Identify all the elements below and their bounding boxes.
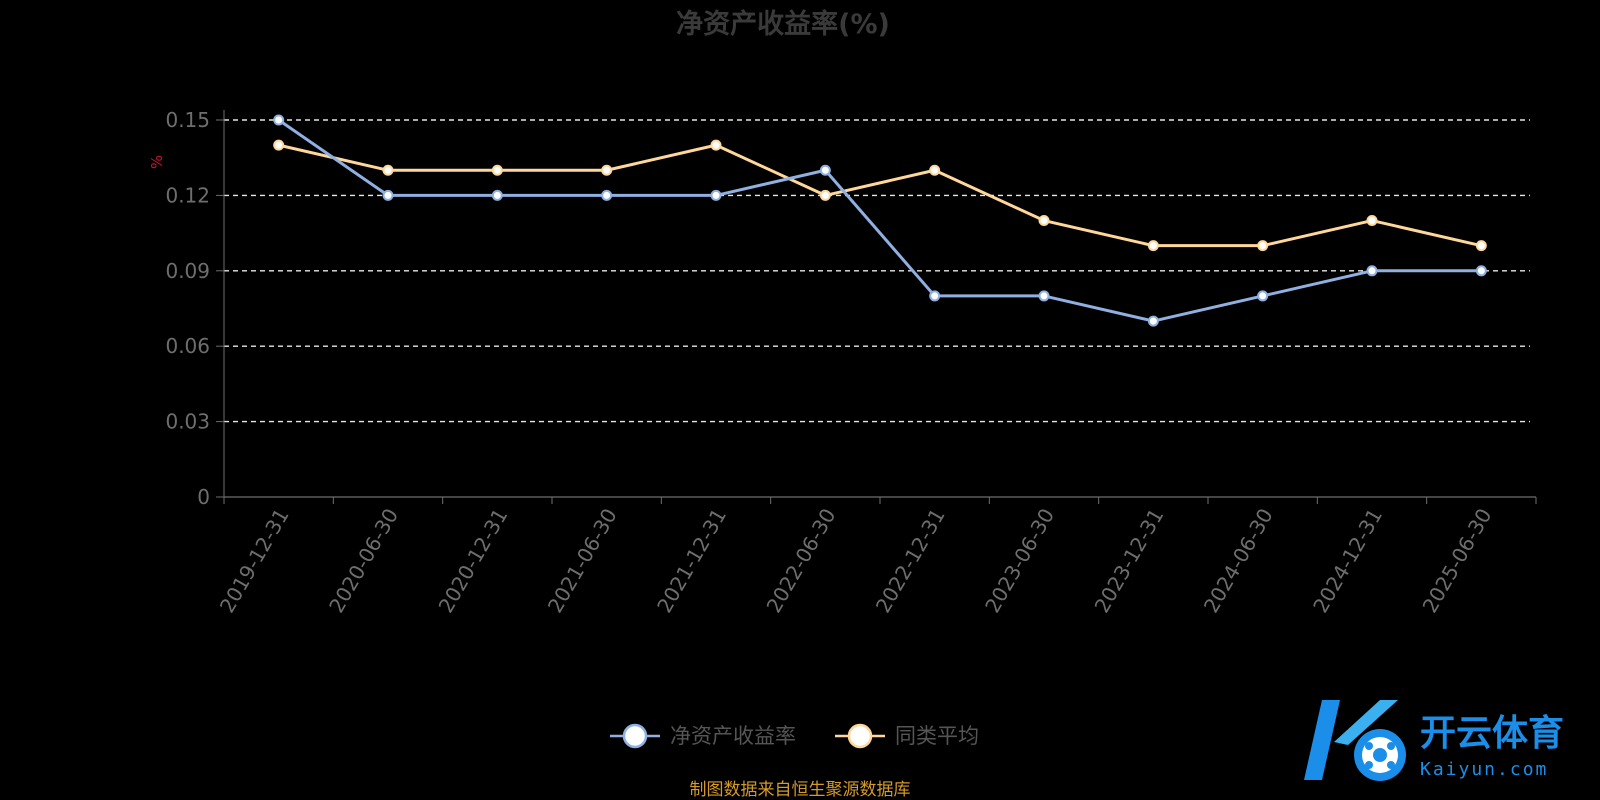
data-point[interactable] [1366, 265, 1378, 277]
x-tick-label: 2023-12-31 [1090, 504, 1169, 617]
data-point[interactable] [819, 164, 831, 176]
data-point[interactable] [1475, 240, 1487, 252]
data-point[interactable] [1257, 290, 1269, 302]
chart-title: 净资产收益率(%) [676, 8, 890, 40]
x-tick-label: 2025-06-30 [1418, 504, 1497, 617]
data-point[interactable] [710, 189, 722, 201]
data-point[interactable] [382, 189, 394, 201]
x-tick-label: 2022-06-30 [762, 504, 841, 617]
legend-label-roe: 净资产收益率 [670, 724, 796, 748]
y-tick-label: 0.12 [165, 183, 210, 207]
watermark-url: Kaiyun.com [1420, 759, 1548, 780]
legend-item-avg[interactable]: 同类平均 [835, 723, 979, 749]
data-point[interactable] [491, 189, 503, 201]
data-point[interactable] [1257, 240, 1269, 252]
data-point[interactable] [710, 139, 722, 151]
series-group [273, 114, 1487, 327]
k-ball-logo [1304, 700, 1406, 781]
x-tick-label: 2020-12-31 [434, 504, 513, 617]
x-tick-label: 2024-12-31 [1308, 504, 1387, 617]
series-line [278, 143, 1482, 248]
legend[interactable]: 净资产收益率 同类平均 [610, 723, 979, 749]
data-point[interactable] [601, 164, 613, 176]
legend-marker-icon [847, 723, 873, 749]
x-tick-labels: 2019-12-31 2020-06-30 2020-12-31 2021-06-30… [215, 504, 1497, 617]
series-line [277, 118, 1482, 323]
x-tick-label: 2021-12-31 [652, 504, 731, 617]
y-tick-label: 0.03 [165, 410, 210, 434]
data-point[interactable] [1475, 265, 1487, 277]
legend-item-roe[interactable]: 净资产收益率 [610, 723, 796, 749]
data-point[interactable] [929, 164, 941, 176]
data-point[interactable] [1038, 290, 1050, 302]
y-tick-label: 0.09 [165, 259, 210, 283]
data-point[interactable] [601, 189, 613, 201]
grid-lines [224, 119, 1530, 423]
watermark-brand: 开云体育 [1420, 713, 1564, 754]
data-point[interactable] [1147, 240, 1159, 252]
y-tick-labels: 0 0.03 0.06 0.09 0.12 0.15 [165, 108, 210, 509]
x-tick-label: 2023-06-30 [980, 504, 1059, 617]
data-point[interactable] [491, 164, 503, 176]
series-roe [273, 114, 1487, 327]
y-tick-label: 0 [197, 485, 210, 509]
x-tick-label: 2021-06-30 [543, 504, 622, 617]
axes [216, 110, 1537, 504]
data-point[interactable] [929, 290, 941, 302]
x-tick-label: 2022-12-31 [871, 504, 950, 617]
x-tick-label: 2020-06-30 [324, 504, 403, 617]
legend-label-avg: 同类平均 [895, 724, 979, 748]
series-avg [273, 139, 1487, 252]
y-tick-label: 0.15 [165, 108, 210, 132]
data-point[interactable] [1366, 215, 1378, 227]
legend-marker-icon [622, 723, 648, 749]
y-axis-unit: % [148, 155, 166, 169]
x-tick-label: 2024-06-30 [1199, 504, 1278, 617]
data-point[interactable] [1038, 215, 1050, 227]
watermark: 开云体育 Kaiyun.com [1304, 700, 1564, 781]
data-point[interactable] [1147, 315, 1159, 327]
data-point[interactable] [819, 189, 831, 201]
data-point[interactable] [382, 164, 394, 176]
y-tick-label: 0.06 [165, 334, 210, 358]
source-note: 制图数据来自恒生聚源数据库 [690, 780, 911, 800]
x-tick-label: 2019-12-31 [215, 504, 294, 617]
data-point[interactable] [273, 114, 285, 126]
data-point[interactable] [273, 139, 285, 151]
